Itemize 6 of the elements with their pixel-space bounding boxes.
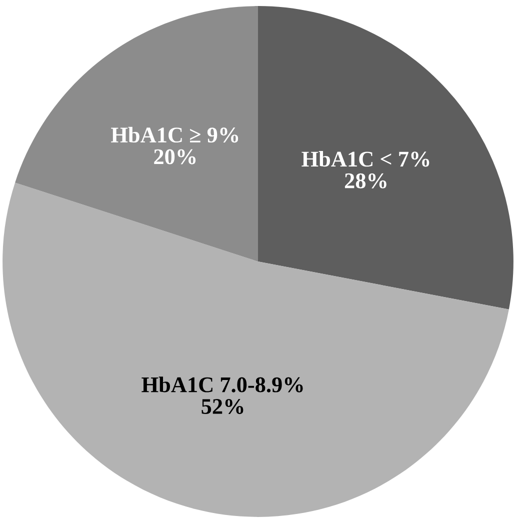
slice-label: HbA1C ≥ 9% xyxy=(111,126,238,143)
data-label: 28% xyxy=(344,173,386,188)
data-label: 20% xyxy=(154,149,196,164)
data-label: 52% xyxy=(202,398,244,414)
slice-label: HbA1C 7.0-8.9% xyxy=(142,376,303,392)
slice-label: HbA1C < 7% xyxy=(302,151,430,167)
